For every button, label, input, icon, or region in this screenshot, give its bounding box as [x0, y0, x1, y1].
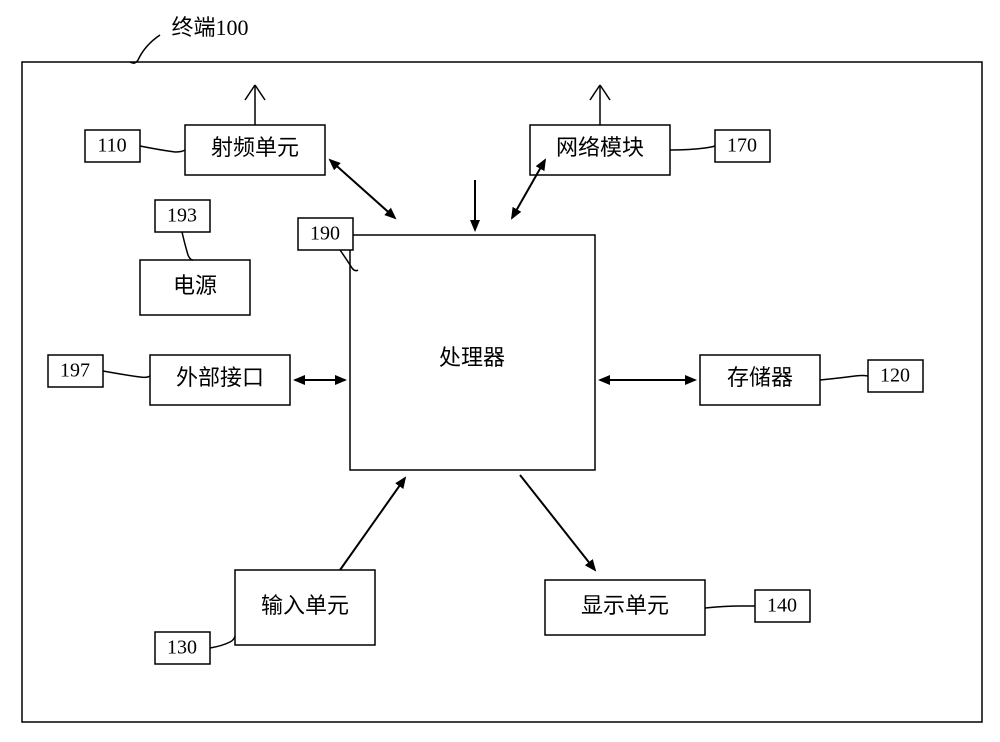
ref-input-num: 130 — [167, 637, 197, 659]
display-label: 显示单元 — [581, 593, 669, 618]
ref-extif-num: 197 — [60, 360, 90, 382]
ref-mem-num: 120 — [880, 365, 910, 387]
display-block: 显示单元 — [545, 580, 705, 635]
extif-label: 外部接口 — [176, 365, 264, 390]
mem-block: 存储器 — [700, 355, 820, 405]
cpu-label: 处理器 — [439, 345, 505, 370]
net-label: 网络模块 — [556, 135, 644, 160]
ref-cpu-num: 190 — [310, 223, 340, 245]
ref-power-num: 193 — [167, 205, 197, 227]
title-label: 终端100 — [171, 15, 248, 40]
input-label: 输入单元 — [261, 593, 349, 618]
input-block: 输入单元 — [235, 570, 375, 645]
power-label: 电源 — [173, 273, 217, 298]
cpu-block: 处理器 — [350, 235, 595, 470]
mem-label: 存储器 — [727, 365, 793, 390]
extif-block: 外部接口 — [150, 355, 290, 405]
net-block: 网络模块 — [530, 125, 670, 175]
rf-block: 射频单元 — [185, 125, 325, 175]
power-block: 电源 — [140, 260, 250, 315]
ref-rf-num: 110 — [97, 135, 126, 157]
rf-label: 射频单元 — [211, 135, 299, 160]
ref-display-num: 140 — [767, 595, 797, 617]
ref-net-num: 170 — [727, 135, 757, 157]
title-lead — [130, 35, 160, 63]
